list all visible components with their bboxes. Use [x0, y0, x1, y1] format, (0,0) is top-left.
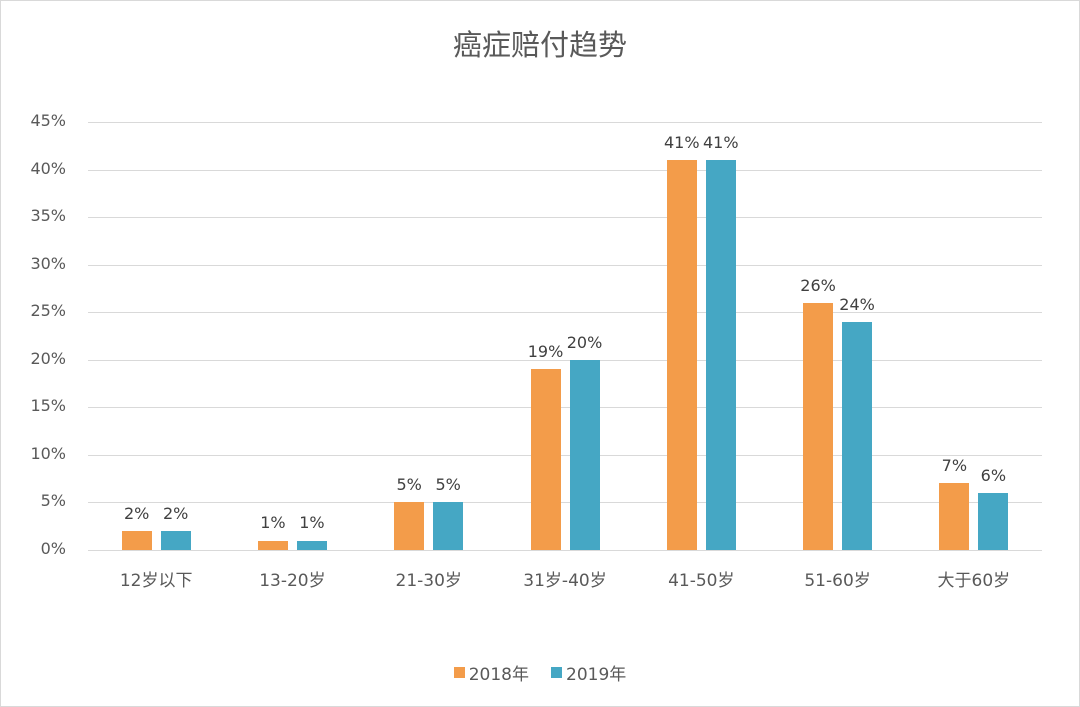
y-tick-label: 15%: [30, 396, 66, 416]
bar-2019[interactable]: [978, 492, 1009, 550]
legend-swatch-2019: [551, 667, 562, 678]
bar-2019[interactable]: [296, 540, 327, 550]
bar-2019[interactable]: [705, 160, 736, 550]
y-tick-label: 45%: [30, 111, 66, 130]
chart-title: 癌症赔付趋势: [452, 28, 627, 62]
bar-2019[interactable]: [160, 530, 191, 550]
legend-swatch-2018: [453, 667, 465, 678]
y-tick-label: 10%: [30, 443, 66, 463]
bar-2018[interactable]: [530, 369, 561, 550]
plot-area: 2% 2% 1% 1% 5% 5% 19% 20% 41% 41% 26% 24% 7% 6%: [88, 122, 1042, 551]
bar-2018[interactable]: [257, 540, 288, 550]
data-label: 2%: [123, 503, 150, 523]
data-label: 19%: [527, 342, 564, 362]
gridline: [88, 359, 1042, 361]
gridline: [88, 454, 1042, 456]
gridline: [88, 407, 1042, 409]
x-tick-label: 31岁-40岁: [523, 571, 607, 591]
gridline: [88, 122, 1042, 123]
x-tick-label: 51-60岁: [804, 571, 871, 591]
data-label: 41%: [703, 133, 739, 153]
bar-2018[interactable]: [394, 502, 425, 550]
y-tick-label: 5%: [40, 491, 66, 511]
data-label: 1%: [299, 513, 325, 533]
x-tick-label: 41-50岁: [668, 571, 735, 591]
legend-label-2018: 2018年: [468, 665, 529, 685]
data-label: 26%: [800, 275, 836, 295]
bar-2018[interactable]: [939, 483, 970, 550]
data-label: 2%: [162, 503, 189, 523]
bar-2019[interactable]: [842, 321, 873, 550]
data-label: 5%: [396, 475, 422, 495]
y-tick-label: 35%: [30, 206, 66, 226]
y-tick-label: 20%: [30, 348, 66, 368]
gridline: [88, 169, 1042, 171]
gridline: [88, 550, 1042, 551]
gridline: [88, 502, 1042, 504]
gridline: [88, 264, 1042, 266]
y-tick-label: 25%: [30, 301, 66, 321]
y-tick-label: 30%: [30, 253, 66, 273]
bar-2018[interactable]: [121, 530, 152, 550]
bar-2019[interactable]: [433, 502, 464, 550]
x-tick-label: 21-30岁: [395, 571, 462, 591]
data-label: 5%: [435, 475, 461, 495]
y-tick-label: 40%: [30, 158, 66, 178]
legend-item-2018[interactable]: 2018年: [453, 660, 529, 685]
y-tick-label: 0%: [40, 539, 66, 558]
data-label: 20%: [566, 332, 603, 352]
legend-label-2019: 2019年: [566, 665, 627, 685]
x-tick-label: 12岁以下: [119, 571, 193, 591]
legend-item-2019[interactable]: 2019年: [551, 660, 626, 685]
bar-2019[interactable]: [569, 359, 600, 550]
gridline: [88, 312, 1042, 314]
data-label: 7%: [941, 456, 968, 476]
legend: 2018年 2019年: [0, 660, 1080, 685]
data-label: 1%: [260, 513, 286, 533]
data-label: 6%: [980, 465, 1007, 485]
bar-2018[interactable]: [803, 302, 834, 550]
x-tick-label: 13-20岁: [259, 571, 326, 591]
data-label: 24%: [839, 294, 875, 314]
data-label: 41%: [664, 133, 700, 153]
bar-2018[interactable]: [666, 160, 697, 550]
x-tick-label: 大于60岁: [937, 571, 1011, 591]
gridline: [88, 217, 1042, 219]
